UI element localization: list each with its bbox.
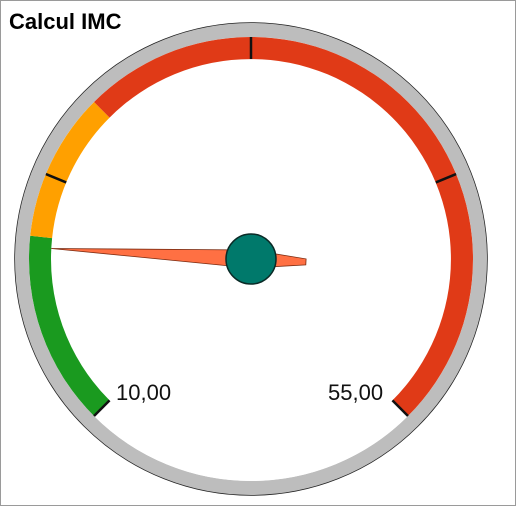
gauge-band-normal	[30, 102, 110, 239]
gauge-band-high	[94, 36, 474, 416]
gauge-tick	[93, 399, 111, 417]
window-title: Calcul IMC	[9, 9, 122, 34]
gauge-bands	[29, 36, 474, 416]
gauge-max-label: 55,00	[328, 380, 383, 405]
gauge-tick	[391, 399, 409, 417]
gauge-band-underweight	[29, 235, 110, 416]
gauge-min-label: 10,00	[116, 380, 171, 405]
gauge-ticks	[45, 37, 457, 417]
gauge-tick	[45, 172, 67, 184]
gauge-rim	[15, 23, 487, 495]
gauge-tick	[435, 172, 457, 184]
gauge-hub	[225, 233, 277, 285]
